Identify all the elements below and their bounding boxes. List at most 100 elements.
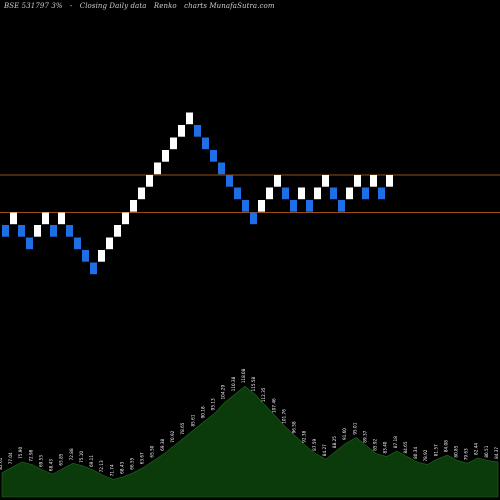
volume-label-40: 87.18: [393, 436, 398, 448]
volume-label-5: 69.53: [39, 455, 44, 467]
volume-label-4: 72.98: [28, 449, 33, 461]
volume-label-10: 69.11: [89, 455, 94, 467]
renko-brick-36: [282, 187, 289, 200]
volume-label-25: 118.08: [241, 368, 246, 383]
renko-brick-15: [114, 225, 121, 237]
renko-brick-5: [34, 225, 41, 237]
renko-brick-26: [202, 137, 209, 150]
renko-brick-45: [354, 175, 361, 187]
volume-label-49: 80.51: [484, 445, 489, 457]
volume-label-7: 65.85: [59, 453, 64, 465]
renko-brick-10: [74, 237, 81, 250]
chart-header: BSE 531797 3% - Closing Daily data Renko…: [4, 2, 280, 10]
renko-brick-34: [266, 187, 273, 200]
volume-label-36: 95.01: [352, 422, 357, 434]
volume-label-8: 72.88: [69, 448, 74, 460]
renko-brick-16: [122, 212, 129, 225]
volume-label-33: 84.27: [322, 444, 327, 456]
renko-brick-35: [274, 175, 281, 187]
volume-label-48: 82.44: [474, 443, 479, 455]
renko-brick-2: [10, 212, 17, 225]
volume-label-20: 85.61: [190, 414, 195, 426]
volume-label-15: 63.67: [140, 452, 145, 464]
renko-brick-23: [178, 125, 185, 137]
renko-brick-4: [26, 237, 33, 250]
renko-brick-38: [298, 187, 305, 200]
volume-label-38: 85.92: [373, 438, 378, 450]
volume-label-44: 81.57: [433, 444, 438, 456]
volume-label-28: 107.46: [271, 398, 276, 413]
renko-brick-22: [170, 137, 177, 150]
renko-brick-20: [154, 162, 161, 175]
volume-area: [1, 385, 499, 498]
renko-brick-32: [250, 212, 257, 225]
volume-label-27: 112.35: [261, 387, 266, 402]
renko-brick-13: [98, 250, 105, 262]
volume-label-11: 72.13: [99, 460, 104, 472]
volume-label-19: 78.65: [180, 422, 185, 434]
volume-label-42: 80.34: [413, 447, 418, 459]
renko-brick-8: [58, 212, 65, 225]
volume-label-31: 92.38: [302, 430, 307, 442]
volume-label-39: 83.40: [383, 441, 388, 453]
volume-label-32: 87.59: [312, 438, 317, 450]
renko-brick-37: [290, 200, 297, 212]
volume-label-35: 91.60: [342, 428, 347, 440]
renko-brick-46: [362, 187, 369, 200]
renko-brick-14: [106, 237, 113, 250]
volume-label-23: 104.29: [221, 385, 226, 400]
volume-label-46: 80.85: [453, 445, 458, 457]
mode-label: Closing Daily data: [79, 2, 147, 10]
volume-label-30: 96.58: [292, 421, 297, 433]
renko-brick-43: [338, 200, 345, 212]
volume-label-24: 110.38: [231, 376, 236, 391]
renko-brick-40: [314, 187, 321, 200]
volume-label-2: 77.04: [8, 452, 13, 464]
renko-brick-49: [386, 175, 393, 187]
renko-brick-41: [322, 175, 329, 187]
volume-label-43: 78.92: [423, 449, 428, 461]
volume-label-22: 95.13: [211, 398, 216, 410]
renko-brick-17: [130, 200, 137, 212]
volume-label-50: 84.37: [494, 447, 499, 459]
renko-brick-21: [162, 150, 169, 162]
volume-label-3: 75.90: [18, 447, 23, 459]
renko-brick-47: [370, 175, 377, 187]
volume-label-21: 90.18: [200, 406, 205, 418]
volume-label-1: 82.61: [0, 457, 3, 469]
renko-brick-11: [82, 250, 89, 262]
volume-label-26: 115.58: [251, 376, 256, 391]
renko-brick-29: [226, 175, 233, 187]
renko-brick-19: [146, 175, 153, 187]
volume-label-9: 75.10: [79, 451, 84, 463]
renko-brick-33: [258, 200, 265, 212]
volume-label-18: 70.92: [170, 430, 175, 442]
volume-label-34: 88.25: [332, 436, 337, 448]
renko-brick-48: [378, 187, 385, 200]
site-label: charts MunafaSutra.com: [184, 2, 275, 10]
renko-brick-6: [42, 212, 49, 225]
volume-label-6: 68.43: [49, 459, 54, 471]
volume-label-13: 68.43: [119, 462, 124, 474]
volume-label-12: 71.74: [109, 464, 114, 476]
renko-brick-1: [2, 225, 9, 237]
renko-brick-9: [66, 225, 73, 237]
renko-brick-18: [138, 187, 145, 200]
renko-brick-39: [306, 200, 313, 212]
volume-label-29: 101.76: [281, 409, 286, 424]
volume-label-37: 89.37: [362, 430, 367, 442]
renko-brick-7: [50, 225, 57, 237]
volume-label-47: 79.63: [464, 448, 469, 460]
symbol-label: -: [69, 2, 73, 10]
renko-brick-25: [194, 125, 201, 137]
ticker-label: BSE 531797 3%: [4, 2, 63, 10]
volume-label-16: 65.50: [150, 445, 155, 457]
renko-brick-30: [234, 187, 241, 200]
volume-label-14: 66.55: [130, 457, 135, 469]
renko-brick-24: [186, 112, 193, 125]
renko-brick-12: [90, 262, 97, 275]
renko-brick-27: [210, 150, 217, 162]
renko-brick-3: [18, 225, 25, 237]
